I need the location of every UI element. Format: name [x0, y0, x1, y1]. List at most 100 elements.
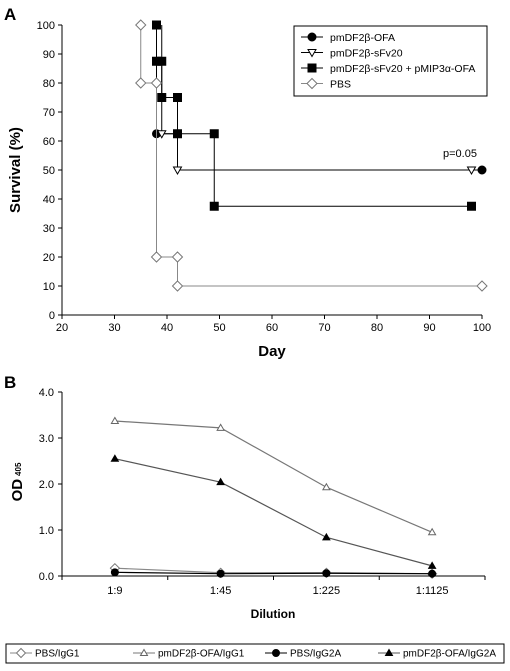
- legend-label: pmDF2β-OFA/IgG2A: [403, 649, 496, 660]
- legend-label: PBS/IgG1: [35, 649, 80, 660]
- data-point: [110, 454, 120, 462]
- y-tick-label: 30: [43, 223, 55, 235]
- legend-marker: [306, 77, 318, 90]
- legend-marker: [307, 63, 317, 73]
- y-tick-label: 0.0: [39, 571, 54, 583]
- panel-a-x-axis-title: Day: [258, 343, 286, 360]
- data-point: [156, 130, 167, 139]
- data-point: [135, 19, 147, 31]
- panel-a: A 0 10 20 30 40 50 60 70 80 90 100 20 30 40 50 60 70 80 9…: [4, 5, 491, 360]
- legend-item: pmDF2β-OFA/IgG2A: [378, 649, 496, 660]
- x-tick-label: 1:225: [313, 585, 341, 597]
- panel-b-y-axis-title: OD 405: [9, 462, 26, 501]
- series-a-3: [135, 19, 488, 292]
- data-point: [322, 482, 331, 491]
- y-tick-label: 40: [43, 194, 55, 206]
- data-point: [322, 532, 331, 541]
- data-point: [150, 251, 163, 263]
- data-point: [172, 166, 183, 176]
- y-tick-label: 0: [49, 310, 55, 322]
- panel-b-y-axis-title-main: OD: [9, 479, 26, 502]
- series-line: [114, 458, 433, 567]
- x-tick-label: 80: [371, 322, 383, 334]
- p-value-annotation: p=0.05: [443, 148, 477, 160]
- legend-label: pmDF2β-sFv20 + pMIP3α-OFA: [330, 63, 475, 75]
- legend-label: pmDF2β-OFA/IgG1: [158, 649, 245, 660]
- data-point: [427, 561, 437, 569]
- panel-b-legend-box: [5, 643, 505, 664]
- x-tick-label: 90: [423, 322, 435, 334]
- legend-marker: [139, 648, 149, 656]
- y-tick-label: 80: [43, 78, 55, 90]
- series-a-2: [152, 20, 476, 211]
- data-point: [135, 77, 147, 89]
- data-point: [157, 56, 167, 66]
- y-tick-label: 50: [43, 165, 55, 177]
- x-tick-label: 50: [213, 322, 225, 334]
- panel-b-y-axis-title-sub: 405: [14, 462, 23, 476]
- panel-a-legend-box: [293, 25, 488, 97]
- series-b-2: [110, 568, 437, 578]
- panel-a-label: A: [4, 5, 16, 24]
- legend-item: PBS: [301, 77, 351, 91]
- data-point: [171, 280, 184, 292]
- data-point: [157, 93, 167, 102]
- legend-label: pmDF2β-sFv20: [330, 48, 403, 60]
- legend-item: PBS/IgG2A: [265, 649, 341, 660]
- x-tick-label: 70: [318, 322, 330, 334]
- legend-item: pmDF2β-OFA: [301, 32, 395, 44]
- legend-label: PBS: [330, 79, 351, 91]
- x-tick-label: 1:45: [210, 585, 231, 597]
- legend-marker: [307, 32, 317, 42]
- data-point: [466, 166, 477, 176]
- y-tick-label: 10: [43, 281, 55, 293]
- data-point: [322, 569, 331, 578]
- y-tick-label: 4.0: [39, 387, 54, 399]
- series-b-3: [110, 454, 437, 569]
- x-tick-label: 60: [266, 322, 278, 334]
- x-tick-label: 1:9: [107, 585, 122, 597]
- series-line: [114, 571, 433, 575]
- legend-marker: [272, 649, 280, 657]
- panel-b-x-axis-title: Dilution: [251, 607, 296, 621]
- data-point: [428, 569, 437, 578]
- data-point: [173, 129, 182, 139]
- y-tick-label: 90: [43, 49, 55, 61]
- data-point: [110, 568, 119, 577]
- y-tick-label: 100: [37, 20, 55, 32]
- data-point: [476, 280, 488, 292]
- y-tick-label: 60: [43, 136, 55, 148]
- x-tick-label: 1:1125: [416, 585, 449, 597]
- legend-marker: [384, 648, 394, 656]
- panel-b: B 0.0 1.0 2.0 3.0 4.0 1:9 1:45 1:225 1:1125 OD 4…: [4, 373, 505, 664]
- legend-marker: [15, 647, 27, 659]
- y-tick-label: 1.0: [39, 525, 54, 537]
- x-tick-label: 100: [473, 322, 491, 334]
- data-point: [216, 569, 225, 578]
- data-point: [173, 93, 182, 102]
- data-point: [216, 477, 225, 486]
- legend-item: pmDF2β-sFv20 + pMIP3α-OFA: [301, 63, 475, 75]
- data-point: [216, 423, 225, 431]
- y-tick-label: 20: [43, 252, 55, 264]
- legend-marker: [307, 49, 317, 58]
- x-tick-label: 20: [56, 322, 68, 334]
- x-tick-label: 30: [108, 322, 120, 334]
- y-tick-label: 2.0: [39, 479, 54, 491]
- panel-b-label: B: [4, 373, 16, 392]
- legend-item: PBS/IgG1: [10, 647, 80, 660]
- data-point: [209, 201, 219, 211]
- data-point: [110, 416, 120, 424]
- x-tick-label: 40: [161, 322, 173, 334]
- legend-label: pmDF2β-OFA: [330, 32, 395, 44]
- panel-b-legend: PBS/IgG1 pmDF2β-OFA/IgG1 PBS/IgG2A pmDF2β-O…: [5, 643, 505, 664]
- panel-a-legend: pmDF2β-OFA pmDF2β-sFv20 pmDF2β-sFv20 + pMI…: [293, 25, 488, 97]
- data-point: [152, 20, 161, 30]
- data-point: [427, 527, 437, 536]
- data-point: [171, 251, 184, 263]
- data-point: [150, 77, 163, 89]
- legend-item: pmDF2β-sFv20: [301, 48, 403, 60]
- y-tick-label: 70: [43, 107, 55, 119]
- series-line: [114, 420, 433, 533]
